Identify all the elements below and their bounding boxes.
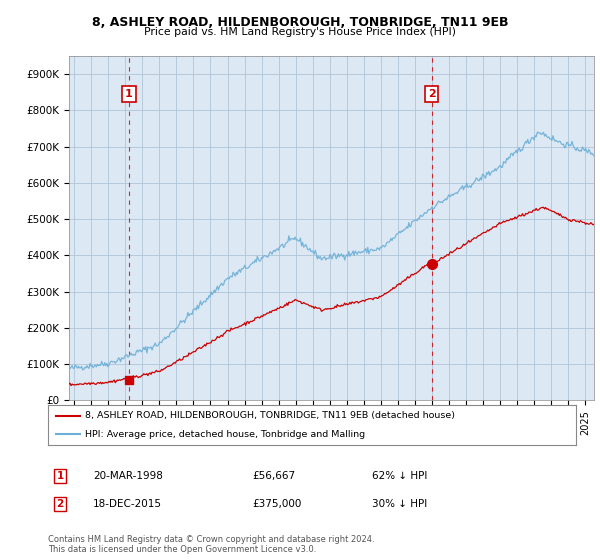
Text: Price paid vs. HM Land Registry's House Price Index (HPI): Price paid vs. HM Land Registry's House … <box>144 27 456 37</box>
Text: 1: 1 <box>125 89 133 99</box>
Text: 20-MAR-1998: 20-MAR-1998 <box>93 471 163 481</box>
Text: 8, ASHLEY ROAD, HILDENBOROUGH, TONBRIDGE, TN11 9EB: 8, ASHLEY ROAD, HILDENBOROUGH, TONBRIDGE… <box>92 16 508 29</box>
Text: 2: 2 <box>56 499 64 509</box>
Text: £56,667: £56,667 <box>252 471 295 481</box>
Text: 2: 2 <box>428 89 436 99</box>
Text: 1: 1 <box>56 471 64 481</box>
Text: 30% ↓ HPI: 30% ↓ HPI <box>372 499 427 509</box>
Text: 62% ↓ HPI: 62% ↓ HPI <box>372 471 427 481</box>
Text: HPI: Average price, detached house, Tonbridge and Malling: HPI: Average price, detached house, Tonb… <box>85 430 365 439</box>
Text: £375,000: £375,000 <box>252 499 301 509</box>
Text: Contains HM Land Registry data © Crown copyright and database right 2024.
This d: Contains HM Land Registry data © Crown c… <box>48 535 374 554</box>
Text: 18-DEC-2015: 18-DEC-2015 <box>93 499 162 509</box>
Text: 8, ASHLEY ROAD, HILDENBOROUGH, TONBRIDGE, TN11 9EB (detached house): 8, ASHLEY ROAD, HILDENBOROUGH, TONBRIDGE… <box>85 411 455 420</box>
